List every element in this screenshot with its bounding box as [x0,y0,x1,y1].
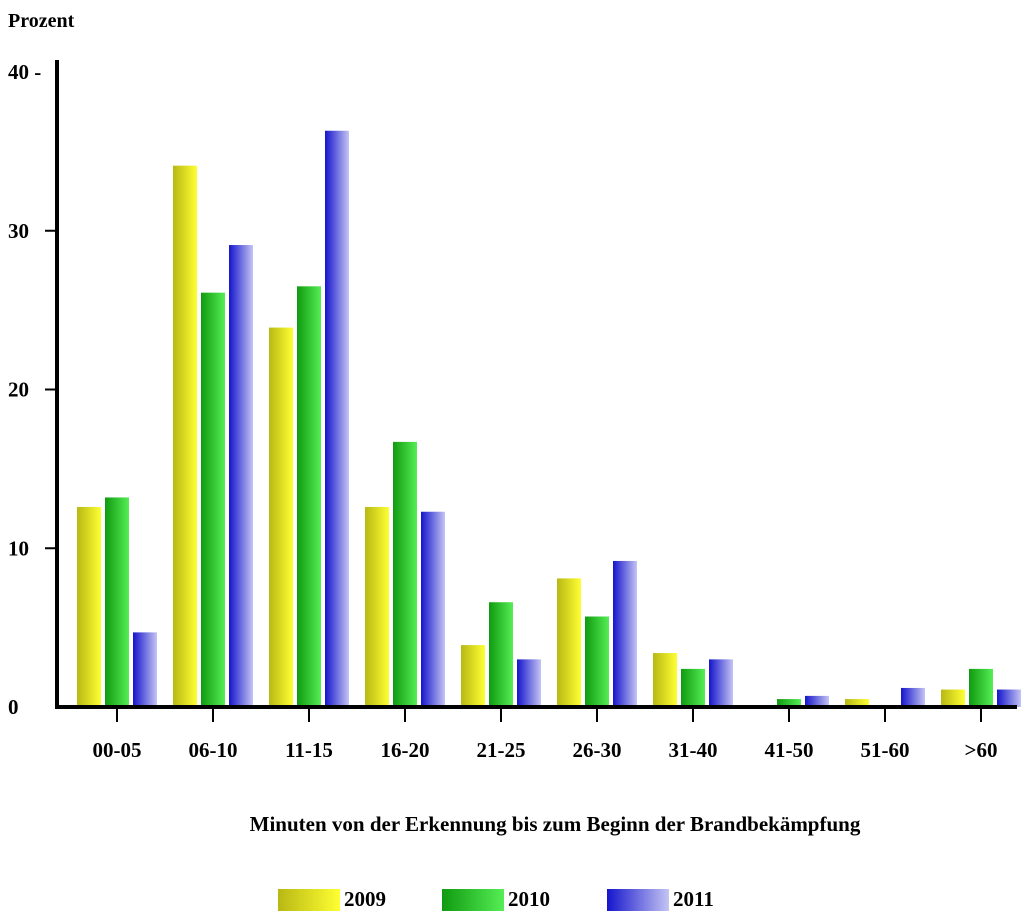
x-tick-label: 21-25 [477,738,526,762]
bar-2009-06-10 [173,165,197,708]
legend-item-2011: 2011 [607,887,714,912]
bar-2011-41-50 [805,695,829,707]
y-tick-label: 40 - [8,60,41,84]
bar-2010-21-25 [489,602,513,707]
legend-label-2010: 2010 [508,887,550,911]
bar-2009-31-40 [653,653,677,707]
x-tick-label: 31-40 [669,738,718,762]
x-tick-label: 16-20 [381,738,430,762]
bar-chart: 0 10 20 30 40 - 00-05 06-10 11-15 16-20 21-25 26-3… [8,60,1021,762]
bar-2009-21-25 [461,645,485,707]
y-tick-label: 0 [8,695,19,719]
bar-2009-51-60 [845,699,869,707]
bar-2010-00-05 [105,497,129,707]
legend-swatch-2009 [278,888,340,911]
bar-2011-16-20 [421,511,445,707]
y-axis-title: Prozent [8,10,75,32]
legend-label-2009: 2009 [344,887,386,911]
legend-swatch-2011 [607,888,669,911]
bar-2009-00-05 [77,506,101,707]
bar-2010-41-50 [777,699,801,707]
bar-2011-06-10 [229,245,253,707]
legend-item-2010: 2010 [442,887,550,912]
x-axis-title: Minuten von der Erkennung bis zum Beginn… [249,812,861,836]
bar-2010-11-15 [297,286,321,707]
bar-2011-00-05 [133,632,157,707]
bar-2011->60 [997,689,1021,707]
y-tick-label: 10 [8,536,29,560]
bar-2011-51-60 [901,687,925,707]
bars-group [77,130,1021,708]
bar-2010-06-10 [201,292,225,707]
legend-swatch-2010 [442,888,504,911]
y-tick-label: 20 [8,378,29,402]
bar-2009-11-15 [269,327,293,707]
bar-2009-26-30 [557,578,581,707]
legend-item-2009: 2009 [278,887,386,912]
ticks-group: 0 10 20 30 40 - 00-05 06-10 11-15 16-20 21-25 26-3… [8,60,997,762]
legend-label-2011: 2011 [673,887,714,911]
bar-2010-31-40 [681,668,705,707]
bar-2011-26-30 [613,560,637,707]
bar-2010-16-20 [393,441,417,707]
bar-2011-11-15 [325,130,349,708]
x-tick-label: 26-30 [573,738,622,762]
legend: 2009 2010 2011 [0,887,1021,913]
bar-2009->60 [941,689,965,707]
x-tick-label: 11-15 [285,738,333,762]
bar-2011-31-40 [709,659,733,707]
bar-2009-16-20 [365,506,389,707]
x-tick-label: 00-05 [93,738,142,762]
bar-2011-21-25 [517,659,541,707]
x-tick-label: 06-10 [189,738,238,762]
x-tick-label: 41-50 [765,738,814,762]
y-tick-label: 30 [8,219,29,243]
bar-2010-26-30 [585,616,609,707]
x-tick-label: 51-60 [861,738,910,762]
x-tick-label: >60 [965,738,998,762]
axes-group [55,60,1017,709]
bar-2010->60 [969,668,993,707]
